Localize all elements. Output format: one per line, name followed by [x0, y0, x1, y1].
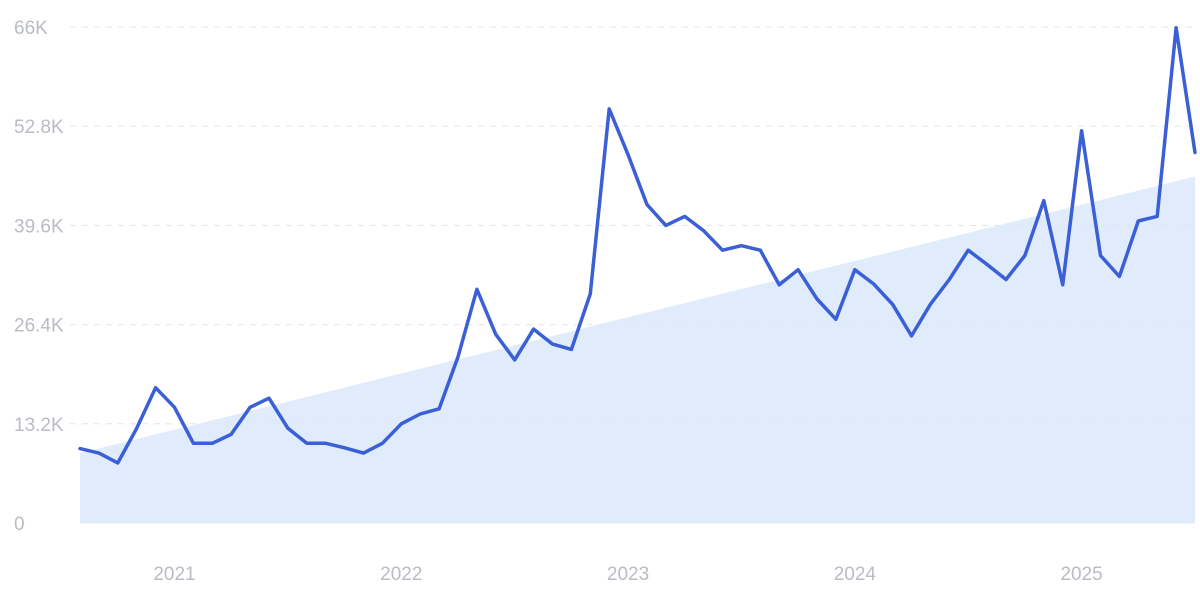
y-tick-label: 39.6K: [14, 216, 64, 237]
x-tick-label: 2024: [834, 564, 877, 585]
y-tick-label: 52.8K: [14, 117, 64, 138]
x-tick-label: 2021: [153, 564, 195, 585]
y-axis: 0 13.2K 26.4K 39.6K 52.8K 66K: [14, 18, 64, 535]
x-axis: 2021 2022 2023 2024 2025: [153, 564, 1102, 585]
trend-area: [80, 176, 1195, 523]
y-tick-label: 0: [14, 514, 25, 535]
series-line: [78, 26, 1197, 465]
x-tick-label: 2023: [607, 564, 649, 585]
trend-area-layer: [80, 176, 1195, 523]
y-tick-label: 26.4K: [14, 316, 64, 337]
series-line-layer: [78, 26, 1197, 465]
x-tick-label: 2022: [380, 564, 422, 585]
x-tick-label: 2025: [1060, 564, 1102, 585]
y-tick-label: 66K: [14, 18, 48, 39]
y-tick-label: 13.2K: [14, 415, 64, 436]
